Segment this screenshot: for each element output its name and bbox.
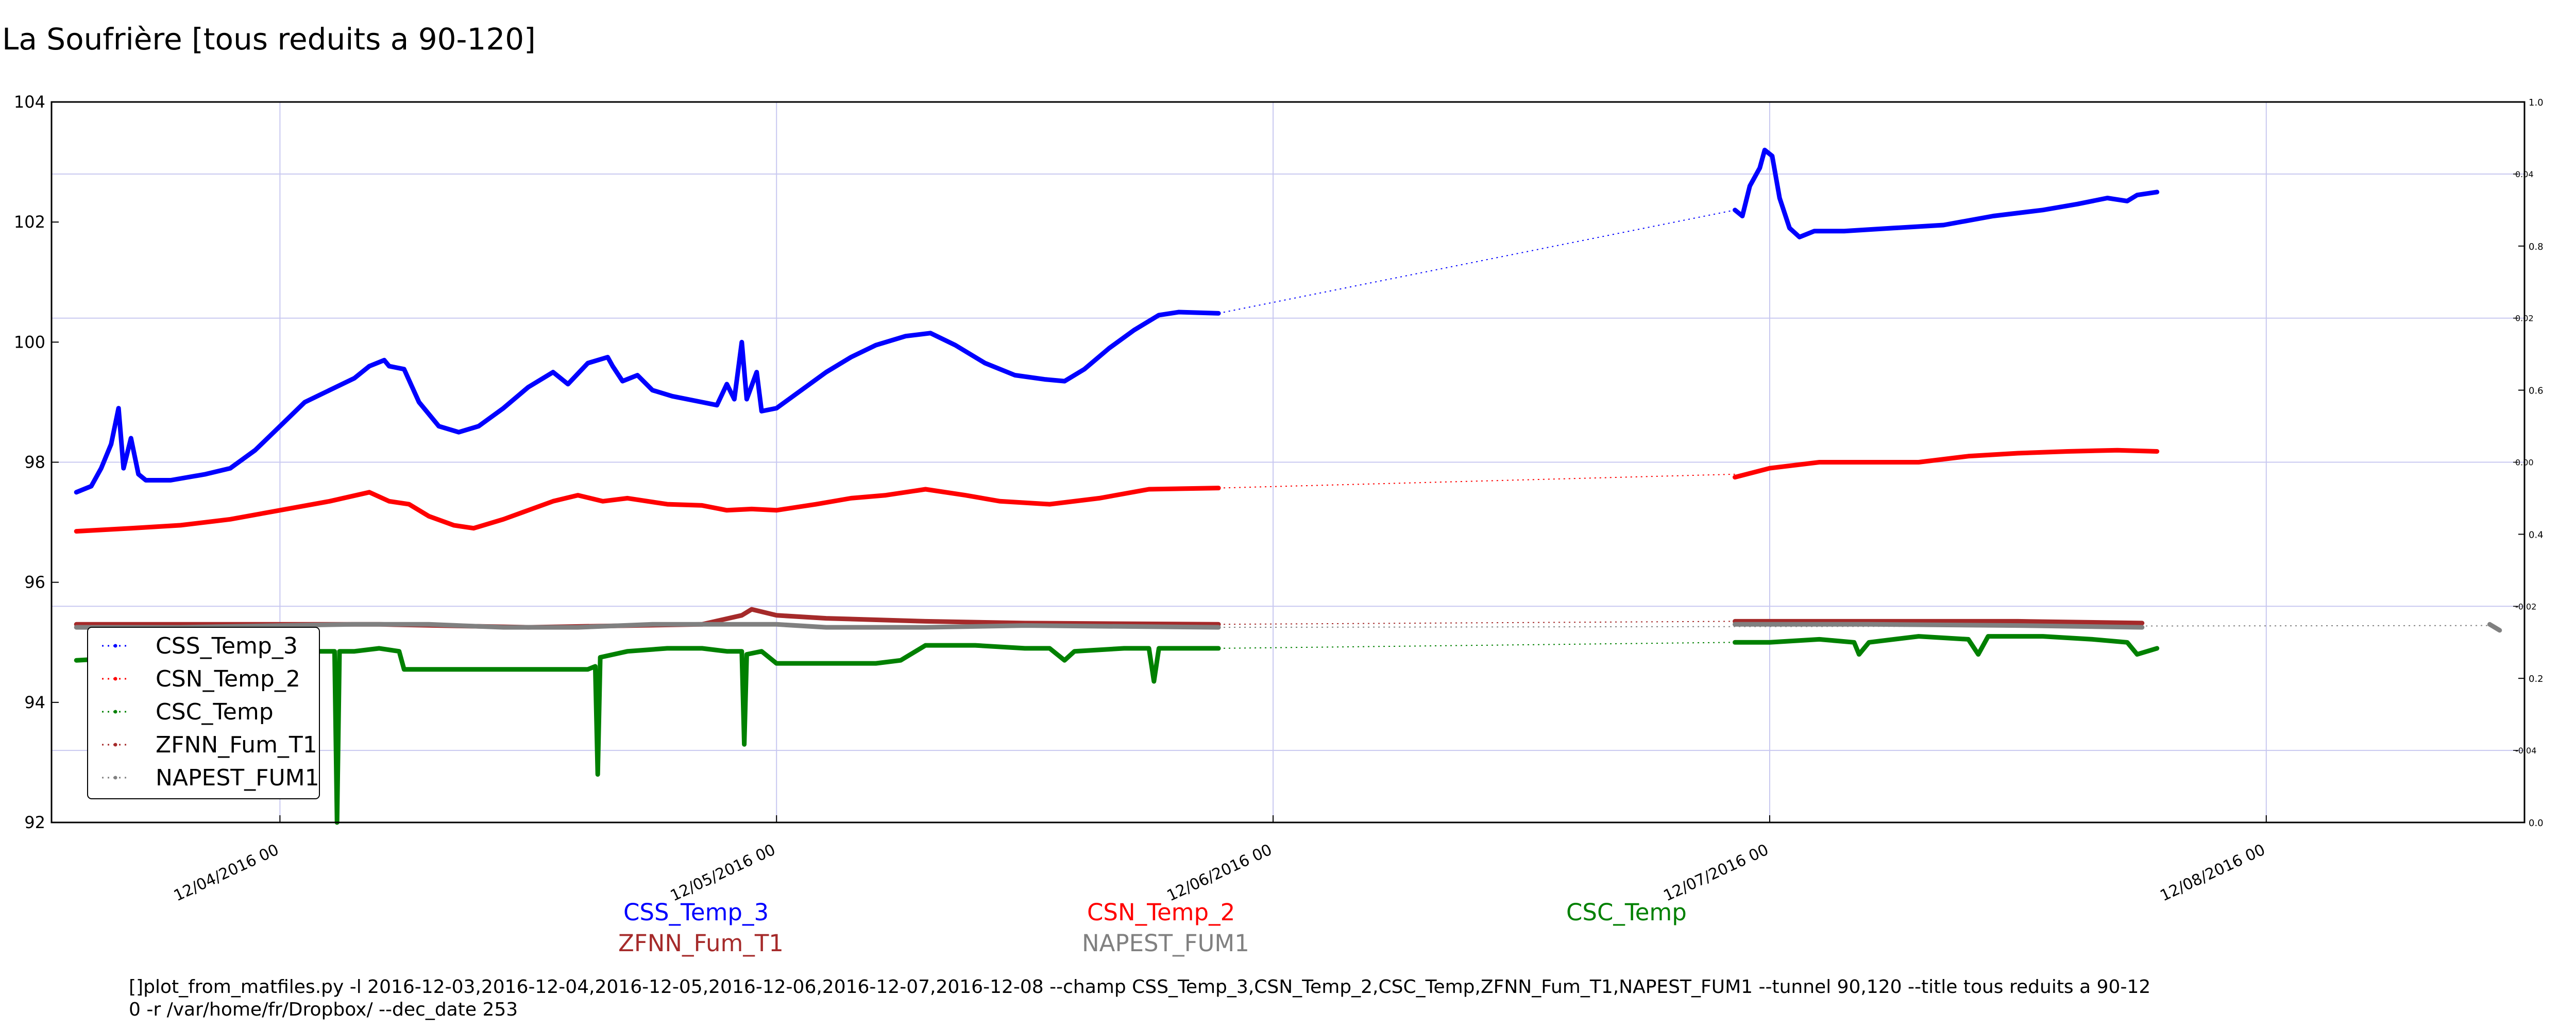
bottom-legend-css-temp-3: CSS_Temp_3 xyxy=(623,899,769,926)
chart-title: La Soufrière [tous reduits a 90-120] xyxy=(2,22,536,57)
legend-marker-csc-temp xyxy=(113,710,117,714)
right-secondary-tick-label: 0.04 xyxy=(2515,169,2534,179)
legend-label-zfnn-fum-t1: ZFNN_Fum_T1 xyxy=(156,732,317,758)
legend-box xyxy=(87,627,320,799)
y-tick-label: 98 xyxy=(24,453,45,472)
right-secondary-tick-label: 0.00 xyxy=(2515,458,2534,468)
right-tick-label: 0.0 xyxy=(2529,818,2544,829)
series-line-css-temp-3 xyxy=(1733,147,2160,239)
right-secondary-tick-label: -0.02 xyxy=(2515,602,2536,611)
gap-line-napest-fum1 xyxy=(1218,625,2490,628)
legend-marker-zfnn-fum-t1 xyxy=(113,743,117,747)
y-tick-label: 92 xyxy=(24,813,45,832)
gap-line-zfnn-fum-t1 xyxy=(1218,621,1735,625)
command-line-2: 0 -r /var/home/fr/Dropbox/ --dec_date 25… xyxy=(129,999,518,1020)
right-tick-label: 0.4 xyxy=(2529,529,2544,540)
series-line-napest-fum1 xyxy=(1733,622,2145,630)
bottom-legend-csn-temp-2: CSN_Temp_2 xyxy=(1087,899,1235,926)
gap-lines xyxy=(1218,209,2490,649)
legend-label-napest-fum1: NAPEST_FUM1 xyxy=(156,765,319,791)
legend-label-csc-temp: CSC_Temp xyxy=(156,699,274,725)
gap-line-csn-temp-2 xyxy=(1218,473,1735,489)
series-lines xyxy=(74,147,2502,825)
legend-marker-napest-fum1 xyxy=(113,776,117,780)
axes: 12/04/2016 00 12/05/2016 00 12/06/2016 00 1… xyxy=(14,92,2544,905)
right-tick-label: 0.6 xyxy=(2529,386,2544,397)
x-tick-label: 12/08/2016 00 xyxy=(2157,841,2268,905)
y-tick-label: 100 xyxy=(14,332,45,352)
right-tick-label: 0.8 xyxy=(2529,242,2544,252)
y-tick-label: 96 xyxy=(24,573,45,592)
command-line-caption: []plot_from_matfiles.py -l 2016-12-03,20… xyxy=(129,976,2293,1021)
bottom-legend-napest-fum1: NAPEST_FUM1 xyxy=(1082,930,1249,957)
bottom-legend-csc-temp: CSC_Temp xyxy=(1566,899,1687,926)
series-line-css-temp-3 xyxy=(74,310,1221,495)
series-line-csc-temp xyxy=(1733,634,2160,657)
x-tick-label: 12/07/2016 00 xyxy=(1661,841,1772,905)
grid-lines xyxy=(52,102,2524,822)
gap-line-csc-temp xyxy=(1218,642,1735,649)
right-secondary-tick-label: 0.02 xyxy=(2515,314,2534,323)
legend-label-css-temp-3: CSS_Temp_3 xyxy=(156,633,298,659)
right-secondary-tick-label: -0.04 xyxy=(2515,746,2536,756)
series-line-napest-fum1 xyxy=(2487,622,2502,633)
series-line-csn-temp-2 xyxy=(1733,448,2160,480)
right-tick-label: 0.2 xyxy=(2529,674,2544,684)
bottom-legend-zfnn-fum-t1: ZFNN_Fum_T1 xyxy=(618,930,784,957)
legend-marker-css-temp-3 xyxy=(113,644,117,648)
series-line-csn-temp-2 xyxy=(74,486,1221,534)
y-tick-label: 94 xyxy=(24,693,45,712)
right-tick-label: 1.0 xyxy=(2529,97,2544,108)
y-tick-label: 102 xyxy=(14,212,45,232)
y-tick-label: 104 xyxy=(14,92,45,112)
command-line-1: []plot_from_matfiles.py -l 2016-12-03,20… xyxy=(129,976,2151,998)
x-tick-label: 12/04/2016 00 xyxy=(171,841,282,905)
series-line-zfnn-fum-t1 xyxy=(1733,619,2145,626)
x-tick-label: 12/05/2016 00 xyxy=(668,841,778,905)
legend: CSS_Temp_3 CSN_Temp_2 CSC_Temp ZFNN_Fum_T1 N… xyxy=(87,627,320,799)
gap-line-css-temp-3 xyxy=(1218,209,1735,314)
x-tick-label: 12/06/2016 00 xyxy=(1164,841,1275,905)
series-line-napest-fum1 xyxy=(74,622,1221,630)
legend-marker-csn-temp-2 xyxy=(113,677,117,681)
legend-label-csn-temp-2: CSN_Temp_2 xyxy=(156,666,300,692)
